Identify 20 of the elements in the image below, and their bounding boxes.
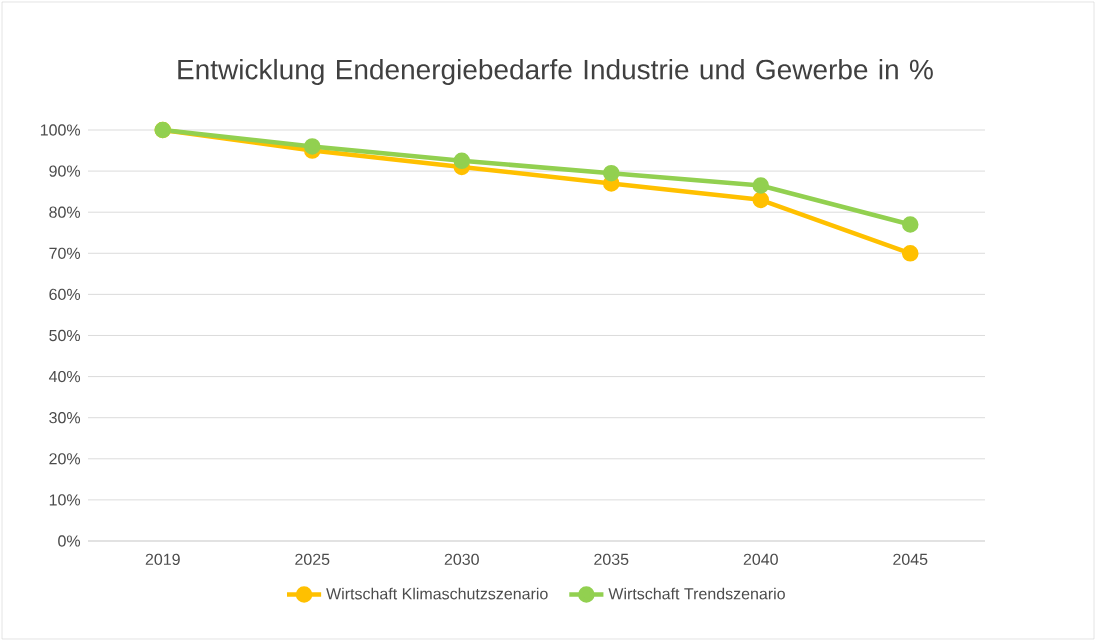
y-tick-label: 90%: [49, 165, 81, 177]
legend-label: Wirtschaft Klimaschutzszenario: [326, 587, 548, 600]
y-tick-label: 10%: [49, 494, 81, 506]
x-tick-label: 2030: [444, 553, 479, 566]
legend-label: Wirtschaft Trendszenario: [608, 587, 785, 600]
y-tick-label: 100%: [40, 124, 81, 136]
x-tick-label: 2040: [743, 553, 778, 566]
chart-title: Entwicklung Endenergiebedarfe Industrie und Gewerbe in %: [178, 58, 933, 86]
x-tick-label: 2025: [295, 553, 330, 566]
y-tick-label: 30%: [49, 412, 81, 424]
x-tick-label: 2035: [594, 553, 629, 566]
y-tick-label: 80%: [49, 206, 81, 218]
x-tick-label: 2045: [893, 553, 928, 566]
y-tick-label: 0%: [58, 535, 81, 547]
y-tick-label: 40%: [48, 370, 81, 383]
x-tick-label: 2019: [145, 553, 180, 566]
y-tick-label: 50%: [49, 329, 81, 342]
y-tick-label: 20%: [49, 453, 81, 465]
y-tick-label: 70%: [49, 247, 81, 259]
y-tick-label: 60%: [49, 288, 81, 301]
